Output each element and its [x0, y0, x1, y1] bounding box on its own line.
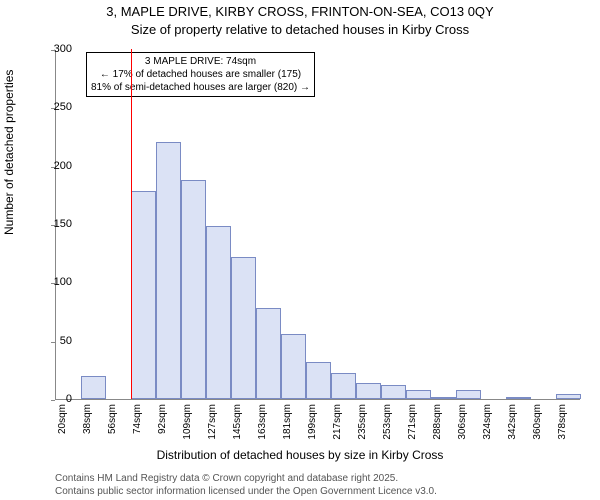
y-tick-label: 200 [32, 160, 72, 172]
x-tick-label: 253sqm [382, 404, 393, 444]
histogram-bar [131, 191, 156, 399]
x-tick-label: 109sqm [182, 404, 193, 444]
y-tick-mark [51, 225, 55, 226]
histogram-bar [281, 334, 306, 399]
x-tick-label: 20sqm [57, 404, 68, 444]
x-tick-label: 342sqm [507, 404, 518, 444]
x-tick-label: 145sqm [232, 404, 243, 444]
x-tick-label: 306sqm [457, 404, 468, 444]
annotation-line: ← 17% of detached houses are smaller (17… [91, 68, 310, 81]
histogram-bar [181, 180, 206, 399]
x-tick-label: 56sqm [107, 404, 118, 444]
y-tick-mark [51, 283, 55, 284]
histogram-bar [356, 383, 381, 399]
histogram-bar [331, 373, 356, 399]
x-tick-label: 38sqm [82, 404, 93, 444]
histogram-bar [431, 397, 456, 399]
y-axis-label: Number of detached properties [2, 70, 16, 235]
histogram-bar [256, 308, 281, 399]
x-tick-label: 235sqm [357, 404, 368, 444]
annotation-line: 3 MAPLE DRIVE: 74sqm [91, 55, 310, 68]
subject-property-annotation: 3 MAPLE DRIVE: 74sqm ← 17% of detached h… [86, 52, 315, 97]
x-tick-label: 199sqm [307, 404, 318, 444]
x-tick-label: 217sqm [332, 404, 343, 444]
x-tick-label: 92sqm [157, 404, 168, 444]
x-axis-label: Distribution of detached houses by size … [0, 448, 600, 462]
histogram-bar [506, 397, 531, 399]
chart-title-desc: Size of property relative to detached ho… [0, 22, 600, 37]
histogram-bar [306, 362, 331, 399]
histogram-bar [556, 394, 581, 399]
x-tick-label: 163sqm [257, 404, 268, 444]
annotation-line: 81% of semi-detached houses are larger (… [91, 81, 310, 94]
plot-area: 3 MAPLE DRIVE: 74sqm ← 17% of detached h… [55, 50, 580, 400]
x-tick-label: 127sqm [207, 404, 218, 444]
y-tick-mark [51, 108, 55, 109]
y-tick-mark [51, 342, 55, 343]
y-tick-label: 250 [32, 101, 72, 113]
chart-title-address: 3, MAPLE DRIVE, KIRBY CROSS, FRINTON-ON-… [0, 4, 600, 19]
subject-property-marker-line [131, 49, 132, 399]
histogram-bar [456, 390, 481, 399]
y-tick-label: 100 [32, 276, 72, 288]
x-tick-label: 181sqm [282, 404, 293, 444]
x-tick-label: 324sqm [482, 404, 493, 444]
y-tick-mark [51, 50, 55, 51]
attribution-line-1: Contains HM Land Registry data © Crown c… [55, 473, 398, 484]
histogram-bar [156, 142, 181, 399]
attribution-line-2: Contains public sector information licen… [55, 486, 437, 497]
x-tick-label: 360sqm [532, 404, 543, 444]
histogram-bar [381, 385, 406, 399]
property-size-histogram: 3, MAPLE DRIVE, KIRBY CROSS, FRINTON-ON-… [0, 0, 600, 500]
y-tick-label: 300 [32, 43, 72, 55]
x-tick-label: 378sqm [557, 404, 568, 444]
y-tick-mark [51, 167, 55, 168]
histogram-bar [406, 390, 431, 399]
histogram-bar [206, 226, 231, 399]
x-tick-label: 288sqm [432, 404, 443, 444]
histogram-bar [81, 376, 106, 399]
histogram-bar [231, 257, 256, 399]
x-tick-label: 74sqm [132, 404, 143, 444]
x-tick-label: 271sqm [407, 404, 418, 444]
y-tick-label: 50 [32, 335, 72, 347]
y-tick-mark [51, 400, 55, 401]
y-tick-label: 150 [32, 218, 72, 230]
